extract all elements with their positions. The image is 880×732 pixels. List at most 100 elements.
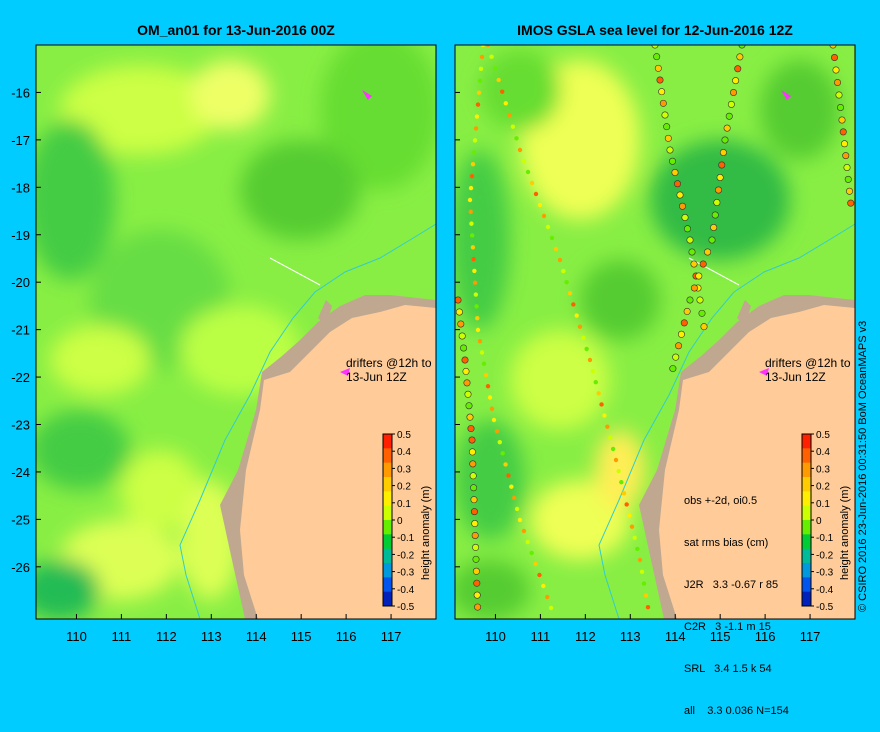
right-colorbar-segment: [802, 477, 811, 492]
track-observation: [661, 111, 669, 119]
track-observation: [557, 257, 563, 263]
lat-tick-label: -26: [11, 560, 30, 575]
right-lon-tick-label: 113: [620, 629, 641, 644]
track-observation: [671, 169, 679, 177]
track-observation: [470, 162, 476, 167]
track-observation: [610, 446, 616, 452]
lat-tick-label: -17: [11, 133, 30, 148]
track-observation: [471, 256, 476, 262]
track-observation: [708, 236, 716, 244]
right-colorbar-tick-label: -0.2: [816, 550, 834, 561]
left-lon-tick-label: 117: [381, 629, 402, 644]
left-drifters-label-line2: 13-Jun 12Z: [346, 370, 407, 384]
track-observation: [472, 567, 480, 575]
track-observation: [529, 180, 535, 186]
track-observation: [839, 128, 847, 136]
left-colorbar-label: height anomaly (m): [420, 485, 432, 580]
track-observation: [553, 246, 559, 252]
right-colorbar-segment: [802, 563, 811, 578]
track-observation: [545, 594, 550, 600]
track-observation: [521, 158, 527, 164]
track-observation: [470, 496, 478, 504]
track-observation: [465, 402, 473, 410]
right-colorbar-tick-label: 0.2: [816, 482, 830, 493]
track-observation: [485, 45, 491, 48]
track-observation: [472, 268, 477, 274]
left-colorbar-tick-label: 0.5: [397, 430, 411, 441]
track-observation: [478, 66, 484, 72]
track-observation: [475, 315, 480, 321]
track-observation: [608, 435, 613, 440]
track-observation: [517, 147, 523, 153]
track-observation: [627, 513, 632, 518]
left-colorbar-segment: [383, 434, 392, 449]
track-observation: [645, 605, 651, 610]
track-observation: [541, 213, 547, 219]
track-observation: [472, 138, 478, 143]
right-colorbar-segment: [802, 577, 811, 593]
track-observation: [472, 555, 480, 563]
track-observation: [830, 53, 838, 61]
left-colorbar-segment: [383, 448, 392, 464]
track-observation: [479, 350, 485, 355]
right-map-frame: [454, 44, 856, 620]
track-observation: [462, 367, 470, 375]
right-drifter-legend-marker: [759, 368, 769, 376]
stats-line-3: J2R 3.3 -0.67 r 85: [684, 579, 779, 591]
track-observation: [721, 136, 729, 144]
right-colorbar-segment: [802, 491, 811, 507]
left-colorbar-tick-label: 0.4: [397, 447, 411, 458]
left-colorbar-segment: [383, 548, 392, 564]
track-observation: [590, 368, 596, 374]
track-observation: [473, 292, 479, 297]
right-panel-title: IMOS GSLA sea level for 12-Jun-2016 12Z: [517, 22, 793, 38]
left-lon-tick-label: 114: [246, 629, 267, 644]
track-observation: [602, 413, 607, 418]
track-observation: [506, 473, 511, 478]
left-colorbar-segment: [383, 563, 392, 578]
track-observation: [472, 280, 478, 285]
left-colorbar-tick-label: -0.5: [397, 602, 415, 613]
track-observation: [468, 436, 476, 444]
map-figure: 110 111 112 113 114 115 116 117 -16 -17 -18 -19 -20 -…: [11, 44, 856, 644]
track-observation: [470, 484, 478, 492]
track-observation: [624, 502, 629, 507]
track-observation: [681, 214, 689, 222]
track-observation: [629, 524, 635, 529]
lat-tick-label: -16: [11, 85, 30, 100]
track-observation: [471, 150, 477, 155]
right-colorbar-segment: [802, 520, 811, 535]
left-colorbar-tick-label: 0.3: [397, 464, 411, 475]
track-observation: [470, 245, 476, 250]
track-observation: [469, 233, 475, 238]
track-observation: [843, 164, 851, 172]
lat-tick-label: -24: [11, 465, 30, 480]
right-drifters-label-line1: drifters @12h to: [765, 356, 851, 370]
left-lon-tick-label: 112: [156, 629, 177, 644]
track-observation: [500, 89, 505, 94]
track-observation: [491, 417, 497, 423]
left-colorbar-tick-label: 0: [397, 516, 403, 527]
right-colorbar-segment: [802, 534, 811, 550]
track-observation: [678, 202, 686, 210]
track-observation: [567, 291, 573, 296]
lat-tick-label: -19: [11, 228, 30, 243]
right-map-panel: [455, 45, 855, 619]
track-observation: [835, 91, 843, 99]
track-observation: [683, 307, 691, 315]
right-colorbar-tick-label: 0.3: [816, 464, 830, 475]
track-observation: [492, 66, 498, 71]
track-observation: [473, 591, 481, 599]
right-lon-tick-label: 112: [575, 629, 596, 644]
track-observation: [469, 472, 477, 480]
left-anomaly-field: [36, 45, 436, 619]
right-colorbar-segment: [802, 591, 811, 607]
track-observation: [723, 124, 731, 132]
track-observation: [457, 320, 465, 328]
left-lon-tick-label: 111: [112, 629, 132, 644]
track-observation: [514, 506, 520, 512]
track-observation: [680, 319, 688, 327]
right-lon-tick-label: 117: [800, 629, 821, 644]
left-colorbar-segment: [383, 462, 392, 478]
track-observation: [683, 225, 691, 233]
